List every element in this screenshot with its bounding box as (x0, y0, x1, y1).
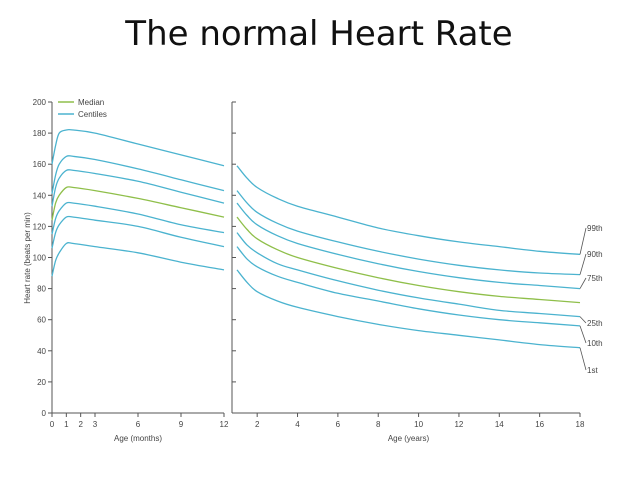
y-tick-label: 160 (33, 160, 47, 169)
series-line-10th-child (236, 246, 581, 327)
x-axis-label: Age (years) (388, 434, 430, 443)
series-line-25th-child (236, 232, 581, 318)
x-tick-label: 12 (220, 420, 229, 429)
series-line-99th-infant (51, 128, 225, 167)
centile-labels: 99th 90th 75th 25th 10th 1st (579, 224, 603, 375)
centile-leader-25th (579, 316, 587, 324)
y-tick-label: 140 (33, 191, 47, 200)
y-tick-label: 180 (33, 129, 47, 138)
series-line-75th-infant (51, 169, 225, 207)
x-tick-label: 9 (179, 420, 184, 429)
y-axis: 0 20 40 60 80 100 120 140 160 180 200 (33, 98, 236, 418)
x-tick-label: 12 (454, 420, 463, 429)
centile-leader-1st (579, 347, 587, 371)
centile-leader-10th (579, 325, 587, 344)
x-tick-label: 1 (64, 420, 69, 429)
y-tick-label: 100 (33, 254, 47, 263)
centile-label-75th: 75th (587, 274, 603, 283)
series-line-median-child (236, 216, 581, 304)
y-axis-label: Heart rate (beats per min) (23, 212, 32, 304)
slide-title: The normal Heart Rate (125, 14, 513, 54)
legend: Median Centiles (58, 98, 107, 119)
series-line-1st-infant (51, 242, 225, 277)
centile-label-25th: 25th (587, 319, 603, 328)
series-line-90th-infant (51, 155, 225, 194)
series-line-median-infant (51, 186, 225, 221)
y-tick-label: 80 (37, 285, 46, 294)
x-tick-label: 3 (93, 420, 98, 429)
centile-leader-75th (579, 277, 587, 289)
centile-label-90th: 90th (587, 250, 603, 259)
series-line-10th-infant (51, 215, 225, 249)
y-tick-label: 20 (37, 378, 46, 387)
y-tick-label: 200 (33, 98, 47, 107)
series-line-75th-child (236, 202, 581, 290)
y-tick-label: 120 (33, 222, 47, 231)
centile-label-1st: 1st (587, 366, 598, 375)
y-tick-label: 0 (42, 409, 47, 418)
x-tick-label: 6 (136, 420, 141, 429)
centile-leader-90th (579, 253, 587, 275)
centile-label-99th: 99th (587, 224, 603, 233)
x-tick-label: 14 (495, 420, 504, 429)
x-tick-label: 8 (376, 420, 381, 429)
x-tick-label: 2 (255, 420, 260, 429)
x-tick-label: 4 (295, 420, 300, 429)
series-line-1st-child (236, 269, 581, 349)
series-line-90th-child (236, 190, 581, 276)
x-tick-label: 2 (78, 420, 83, 429)
panel-child: 2 4 6 8 10 12 14 16 18 Age (years) (232, 165, 585, 443)
legend-label-median: Median (78, 98, 104, 107)
x-tick-label: 10 (414, 420, 423, 429)
x-tick-label: 18 (576, 420, 585, 429)
x-tick-label: 16 (535, 420, 544, 429)
x-axis-label: Age (months) (114, 434, 162, 443)
y-tick-label: 40 (37, 347, 46, 356)
series-line-99th-child (236, 165, 581, 256)
centile-label-10th: 10th (587, 339, 603, 348)
series-line-25th-infant (51, 201, 225, 235)
x-tick-label: 0 (50, 420, 55, 429)
x-tick-label: 6 (336, 420, 341, 429)
legend-label-centiles: Centiles (78, 110, 107, 119)
centile-leader-99th (579, 227, 587, 255)
y-tick-label: 60 (37, 316, 46, 325)
